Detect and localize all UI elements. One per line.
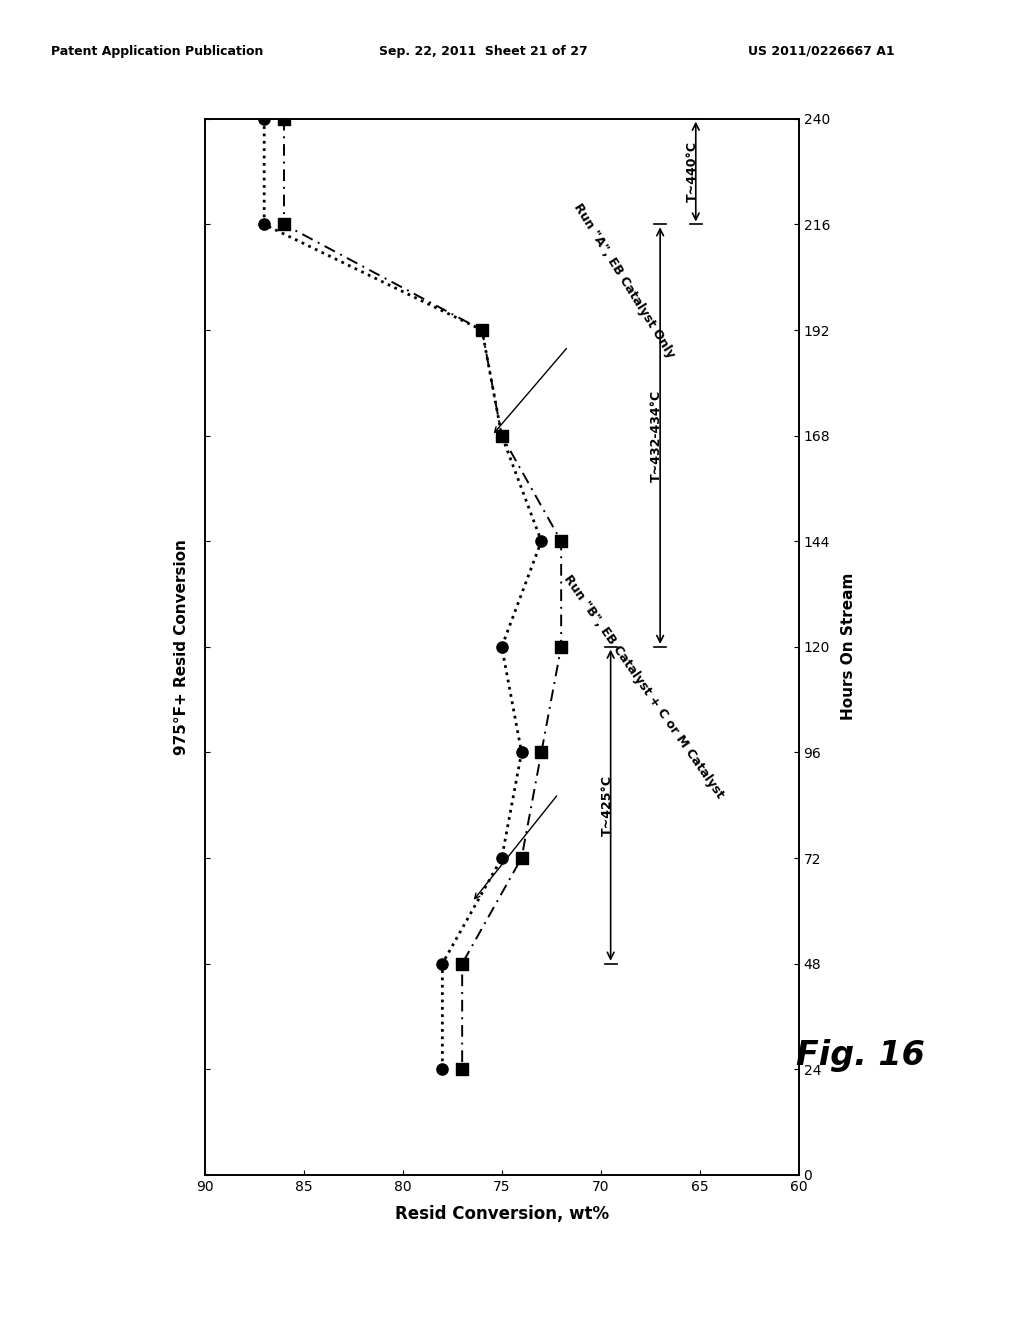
Point <box>474 319 490 341</box>
Text: Patent Application Publication: Patent Application Publication <box>51 45 263 58</box>
Point <box>513 742 529 763</box>
Point <box>454 1059 470 1080</box>
Text: T~432-434°C: T~432-434°C <box>650 389 664 482</box>
Y-axis label: 975°F+ Resid Conversion: 975°F+ Resid Conversion <box>174 539 188 755</box>
Point <box>513 847 529 869</box>
Point <box>534 742 550 763</box>
Point <box>553 531 569 552</box>
Text: T~425°C: T~425°C <box>601 775 613 836</box>
Point <box>553 636 569 657</box>
Point <box>275 108 292 129</box>
Point <box>494 425 510 446</box>
Y-axis label: Hours On Stream: Hours On Stream <box>842 573 856 721</box>
Text: Sep. 22, 2011  Sheet 21 of 27: Sep. 22, 2011 Sheet 21 of 27 <box>379 45 588 58</box>
Point <box>454 953 470 974</box>
Text: Run "B", EB Catalyst + C or M Catalyst: Run "B", EB Catalyst + C or M Catalyst <box>475 573 726 899</box>
Text: Fig. 16: Fig. 16 <box>796 1040 925 1072</box>
Point <box>256 108 272 129</box>
Text: Run "A", EB Catalyst Only: Run "A", EB Catalyst Only <box>495 202 677 433</box>
Point <box>474 319 490 341</box>
Point <box>434 953 451 974</box>
Point <box>434 1059 451 1080</box>
X-axis label: Resid Conversion, wt%: Resid Conversion, wt% <box>394 1205 609 1222</box>
Point <box>275 214 292 235</box>
Point <box>494 425 510 446</box>
Point <box>494 847 510 869</box>
Text: T~440°C: T~440°C <box>686 141 698 202</box>
Text: US 2011/0226667 A1: US 2011/0226667 A1 <box>748 45 894 58</box>
Point <box>534 531 550 552</box>
Point <box>256 214 272 235</box>
Point <box>494 636 510 657</box>
